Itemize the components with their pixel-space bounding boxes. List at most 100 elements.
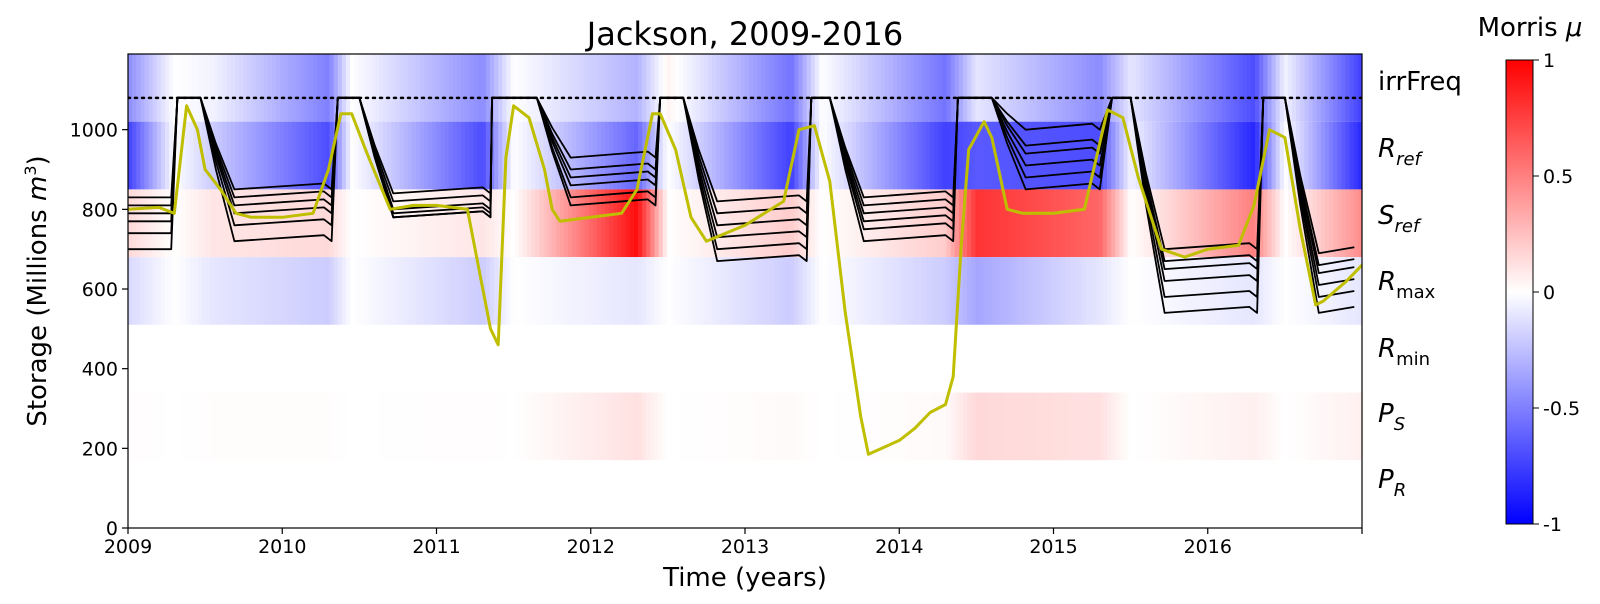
- heatmap-cell: [1181, 392, 1186, 461]
- heatmap-cell: [1255, 54, 1260, 122]
- heatmap-cell: [687, 324, 693, 393]
- heatmap-cell: [601, 324, 606, 393]
- heatmap-cell: [777, 392, 783, 461]
- heatmap-cell: [502, 324, 508, 393]
- heatmap-cell: [193, 54, 199, 122]
- heatmap-cell: [189, 189, 195, 258]
- heatmap-cell: [518, 54, 524, 122]
- heatmap-cell: [642, 257, 647, 325]
- heatmap-cell: [790, 189, 795, 258]
- heatmap-cell: [814, 324, 820, 393]
- heatmap-cell: [506, 257, 512, 325]
- heatmap-cell: [584, 324, 590, 393]
- heatmap-cell: [847, 392, 853, 461]
- heatmap-cell: [880, 257, 886, 325]
- heatmap-cell: [1320, 257, 1326, 325]
- heatmap-cell: [259, 460, 265, 528]
- heatmap-cell: [1287, 460, 1293, 528]
- heatmap-cell: [1316, 189, 1322, 258]
- heatmap-cell: [942, 324, 948, 393]
- heatmap-cell: [1148, 460, 1153, 528]
- heatmap-cell: [1053, 54, 1059, 122]
- heatmap-cell: [633, 460, 639, 528]
- heatmap-cell: [934, 460, 939, 528]
- heatmap-cell: [132, 392, 137, 461]
- heatmap-cell: [654, 324, 660, 393]
- heatmap-cell: [440, 460, 446, 528]
- heatmap-cell: [518, 324, 524, 393]
- heatmap-cell: [1357, 121, 1362, 190]
- heatmap-cell: [308, 257, 314, 325]
- heatmap-cell: [753, 121, 758, 190]
- heatmap-cell: [304, 392, 310, 461]
- heatmap-cell: [510, 189, 516, 258]
- heatmap-cell: [1053, 460, 1059, 528]
- heatmap-cell: [576, 189, 582, 258]
- heatmap-cell: [893, 392, 898, 461]
- heatmap-cell: [251, 257, 257, 325]
- heatmap-cell: [794, 189, 800, 258]
- heatmap-cell: [954, 324, 960, 393]
- heatmap-cell: [1226, 324, 1231, 393]
- heatmap-cell: [971, 54, 976, 122]
- x-tick-label: 2012: [567, 536, 615, 558]
- heatmap-cell: [1345, 257, 1351, 325]
- heatmap-cell: [773, 121, 779, 190]
- heatmap-cell: [1250, 392, 1256, 461]
- heatmap-cell: [308, 54, 314, 122]
- heatmap-cell: [909, 54, 915, 122]
- heatmap-cell: [621, 54, 627, 122]
- heatmap-cell: [300, 121, 306, 190]
- heatmap-cell: [148, 189, 154, 258]
- heatmap-cell: [391, 257, 396, 325]
- heatmap-cell: [1049, 257, 1055, 325]
- heatmap-cell: [658, 324, 664, 393]
- heatmap-cell: [617, 189, 623, 258]
- heatmap-cell: [675, 257, 680, 325]
- heatmap-cell: [148, 460, 154, 528]
- y-tick-label: 200: [82, 438, 118, 460]
- heatmap-cell: [847, 189, 853, 258]
- heatmap-cell: [724, 324, 730, 393]
- heatmap-cell: [1357, 189, 1362, 258]
- heatmap-cell: [1176, 460, 1182, 528]
- heatmap-cell: [489, 324, 495, 393]
- heatmap-cell: [831, 324, 837, 393]
- heatmap-cell: [572, 257, 577, 325]
- heatmap-cell: [1304, 54, 1310, 122]
- heatmap-cell: [786, 189, 791, 258]
- heatmap-cell: [144, 324, 150, 393]
- heatmap-cell: [136, 121, 141, 190]
- heatmap-cell: [1074, 257, 1079, 325]
- heatmap-cell: [720, 189, 726, 258]
- heatmap-cell: [847, 121, 853, 190]
- heatmap-cell: [868, 121, 874, 190]
- heatmap-cell: [193, 257, 199, 325]
- heatmap-cell: [938, 54, 944, 122]
- heatmap-cell: [1357, 324, 1362, 393]
- heatmap-cell: [1329, 257, 1334, 325]
- heatmap-cell: [1357, 54, 1362, 122]
- heatmap-cell: [547, 324, 553, 393]
- heatmap-cell: [346, 121, 351, 190]
- heatmap-cell: [1312, 54, 1318, 122]
- heatmap-cell: [1279, 189, 1285, 258]
- heatmap-cell: [1143, 257, 1149, 325]
- heatmap-cell: [995, 54, 1001, 122]
- heatmap-cell: [798, 460, 804, 528]
- heatmap-cell: [461, 257, 466, 325]
- heatmap-cell: [1045, 392, 1050, 461]
- heatmap-cell: [592, 54, 598, 122]
- heatmap-cell: [370, 257, 376, 325]
- heatmap-cell: [1102, 460, 1108, 528]
- heatmap-cell: [605, 392, 610, 461]
- heatmap-cell: [872, 460, 878, 528]
- heatmap-cell: [543, 324, 549, 393]
- heatmap-cell: [181, 121, 187, 190]
- heatmap-cell: [856, 54, 861, 122]
- heatmap-cell: [666, 324, 672, 393]
- heatmap-cell: [189, 121, 195, 190]
- heatmap-cell: [736, 392, 742, 461]
- heatmap-cell: [720, 392, 726, 461]
- heatmap-cell: [436, 54, 442, 122]
